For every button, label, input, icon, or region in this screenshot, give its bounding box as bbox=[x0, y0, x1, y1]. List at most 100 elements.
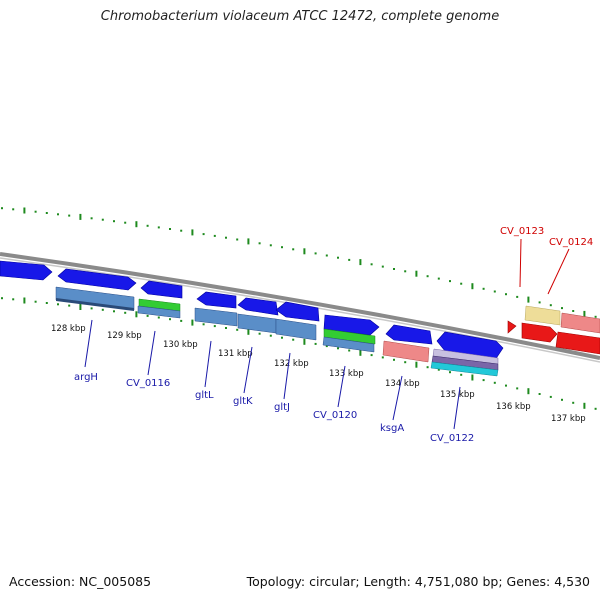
gc-tick-minor bbox=[124, 311, 127, 314]
gc-tick-major bbox=[135, 221, 138, 228]
cog-bar bbox=[560, 312, 600, 334]
gc-tick-minor bbox=[538, 301, 541, 304]
gc-tick-minor bbox=[292, 248, 295, 251]
reverse-gene-labels: CV_0123 CV_0124 bbox=[500, 226, 593, 248]
gc-tick-minor bbox=[12, 298, 15, 301]
gc-tick-minor bbox=[101, 308, 104, 311]
gc-tick-minor bbox=[370, 263, 373, 266]
gc-tick-minor bbox=[594, 407, 597, 410]
gc-tick-major bbox=[303, 248, 306, 255]
cds-arrow-CV_0124[interactable] bbox=[555, 331, 600, 355]
gc-tick-minor bbox=[505, 384, 507, 387]
gc-tick-minor bbox=[169, 318, 171, 321]
gc-tick-minor bbox=[157, 226, 160, 229]
scale-tick-label: 132 kbp bbox=[274, 359, 309, 369]
accession-text: Accession: NC_005085 bbox=[9, 574, 152, 589]
leader-line bbox=[337, 365, 346, 408]
cog-bar bbox=[323, 328, 376, 345]
cog-bar bbox=[275, 318, 317, 341]
gc-tick-minor bbox=[236, 238, 239, 241]
gc-tick-major bbox=[583, 310, 586, 317]
outer-gc-track bbox=[1, 207, 597, 318]
gc-tick-minor bbox=[292, 338, 295, 341]
gene-label-CV_0122[interactable]: CV_0122 bbox=[430, 433, 474, 444]
gc-tick-minor bbox=[516, 295, 519, 298]
gc-tick-major bbox=[359, 259, 362, 266]
cds-arrow-gltJ[interactable] bbox=[275, 301, 320, 322]
gc-tick-minor bbox=[516, 387, 519, 390]
scale-tick-label: 131 kbp bbox=[218, 349, 253, 359]
gc-tick-minor bbox=[146, 224, 149, 227]
gene-label-argH[interactable]: argH bbox=[74, 372, 98, 383]
scale-tick-label: 134 kbp bbox=[385, 379, 420, 389]
leader-line bbox=[147, 330, 156, 376]
gc-tick-minor bbox=[449, 371, 451, 374]
gc-tick-minor bbox=[381, 265, 384, 268]
gc-tick-minor bbox=[437, 368, 440, 371]
gc-tick-minor bbox=[45, 302, 48, 304]
cds-arrow-small[interactable] bbox=[507, 320, 517, 334]
gene-label-CV_0124[interactable]: CV_0124 bbox=[549, 237, 593, 248]
leader-line bbox=[519, 238, 522, 288]
cog-track bbox=[55, 286, 600, 377]
gc-tick-minor bbox=[549, 395, 552, 398]
gene-label-CV_0116[interactable]: CV_0116 bbox=[126, 378, 170, 389]
gc-tick-minor bbox=[269, 244, 272, 247]
cds-arrow-CV_0120[interactable] bbox=[323, 314, 380, 336]
gc-tick-minor bbox=[594, 315, 597, 318]
gc-tick-minor bbox=[202, 323, 205, 326]
gc-tick-minor bbox=[449, 280, 451, 283]
gc-tick-minor bbox=[314, 252, 317, 255]
gc-tick-minor bbox=[572, 310, 575, 312]
gc-tick-major bbox=[191, 229, 194, 236]
cog-bar bbox=[524, 305, 561, 326]
gene-label-CV_0120[interactable]: CV_0120 bbox=[313, 410, 357, 421]
cds-arrow-argH[interactable] bbox=[57, 268, 137, 291]
forward-cds-track bbox=[0, 260, 504, 361]
gc-tick-minor bbox=[269, 334, 272, 337]
cds-arrow-gltK[interactable] bbox=[237, 297, 279, 316]
gc-tick-minor bbox=[393, 268, 395, 270]
cds-arrow-CV_0123[interactable] bbox=[521, 322, 558, 343]
gene-label-ksgA[interactable]: ksgA bbox=[380, 423, 404, 434]
gene-label-gltK[interactable]: gltK bbox=[233, 396, 253, 407]
cog-bar-stripe bbox=[56, 298, 134, 311]
gc-tick-major bbox=[471, 283, 474, 290]
gc-tick-minor bbox=[493, 290, 496, 293]
gc-tick-minor bbox=[1, 297, 3, 300]
gc-tick-minor bbox=[482, 287, 485, 290]
cds-arrow-gltL[interactable] bbox=[196, 291, 237, 309]
gc-tick-minor bbox=[281, 246, 283, 249]
gc-tick-minor bbox=[12, 208, 15, 211]
gc-tick-major bbox=[415, 361, 418, 368]
cds-arrow-CV_0116[interactable] bbox=[140, 280, 183, 299]
gc-tick-minor bbox=[258, 332, 261, 335]
gene-label-gltL[interactable]: gltL bbox=[195, 390, 214, 401]
scale-tick-label: 130 kbp bbox=[163, 340, 198, 350]
gc-tick-minor bbox=[348, 258, 351, 261]
gc-tick-minor bbox=[213, 325, 216, 328]
gc-tick-minor bbox=[213, 234, 216, 237]
genome-summary-text: Topology: circular; Length: 4,751,080 bp… bbox=[246, 574, 590, 589]
leader-line bbox=[392, 375, 403, 421]
gc-tick-minor bbox=[146, 314, 149, 317]
gc-tick-major bbox=[23, 297, 26, 304]
gc-tick-minor bbox=[236, 328, 239, 331]
leader-line bbox=[84, 319, 93, 368]
gene-label-CV_0123[interactable]: CV_0123 bbox=[500, 226, 544, 237]
gc-tick-minor bbox=[1, 207, 3, 210]
gc-tick-minor bbox=[381, 356, 384, 359]
scale-tick-label: 135 kbp bbox=[440, 390, 475, 400]
cog-bar bbox=[137, 305, 181, 319]
cds-arrow-ksgA[interactable] bbox=[385, 324, 433, 345]
gc-tick-major bbox=[527, 388, 530, 395]
scale-tick-label: 129 kbp bbox=[107, 331, 142, 341]
gc-tick-minor bbox=[113, 310, 115, 313]
scale-tick-label: 128 kbp bbox=[51, 324, 86, 334]
gc-tick-major bbox=[191, 319, 194, 326]
gc-tick-major bbox=[471, 374, 474, 381]
gc-tick-minor bbox=[460, 373, 463, 376]
gc-tick-minor bbox=[404, 361, 407, 364]
gene-label-gltJ[interactable]: gltJ bbox=[274, 402, 290, 413]
